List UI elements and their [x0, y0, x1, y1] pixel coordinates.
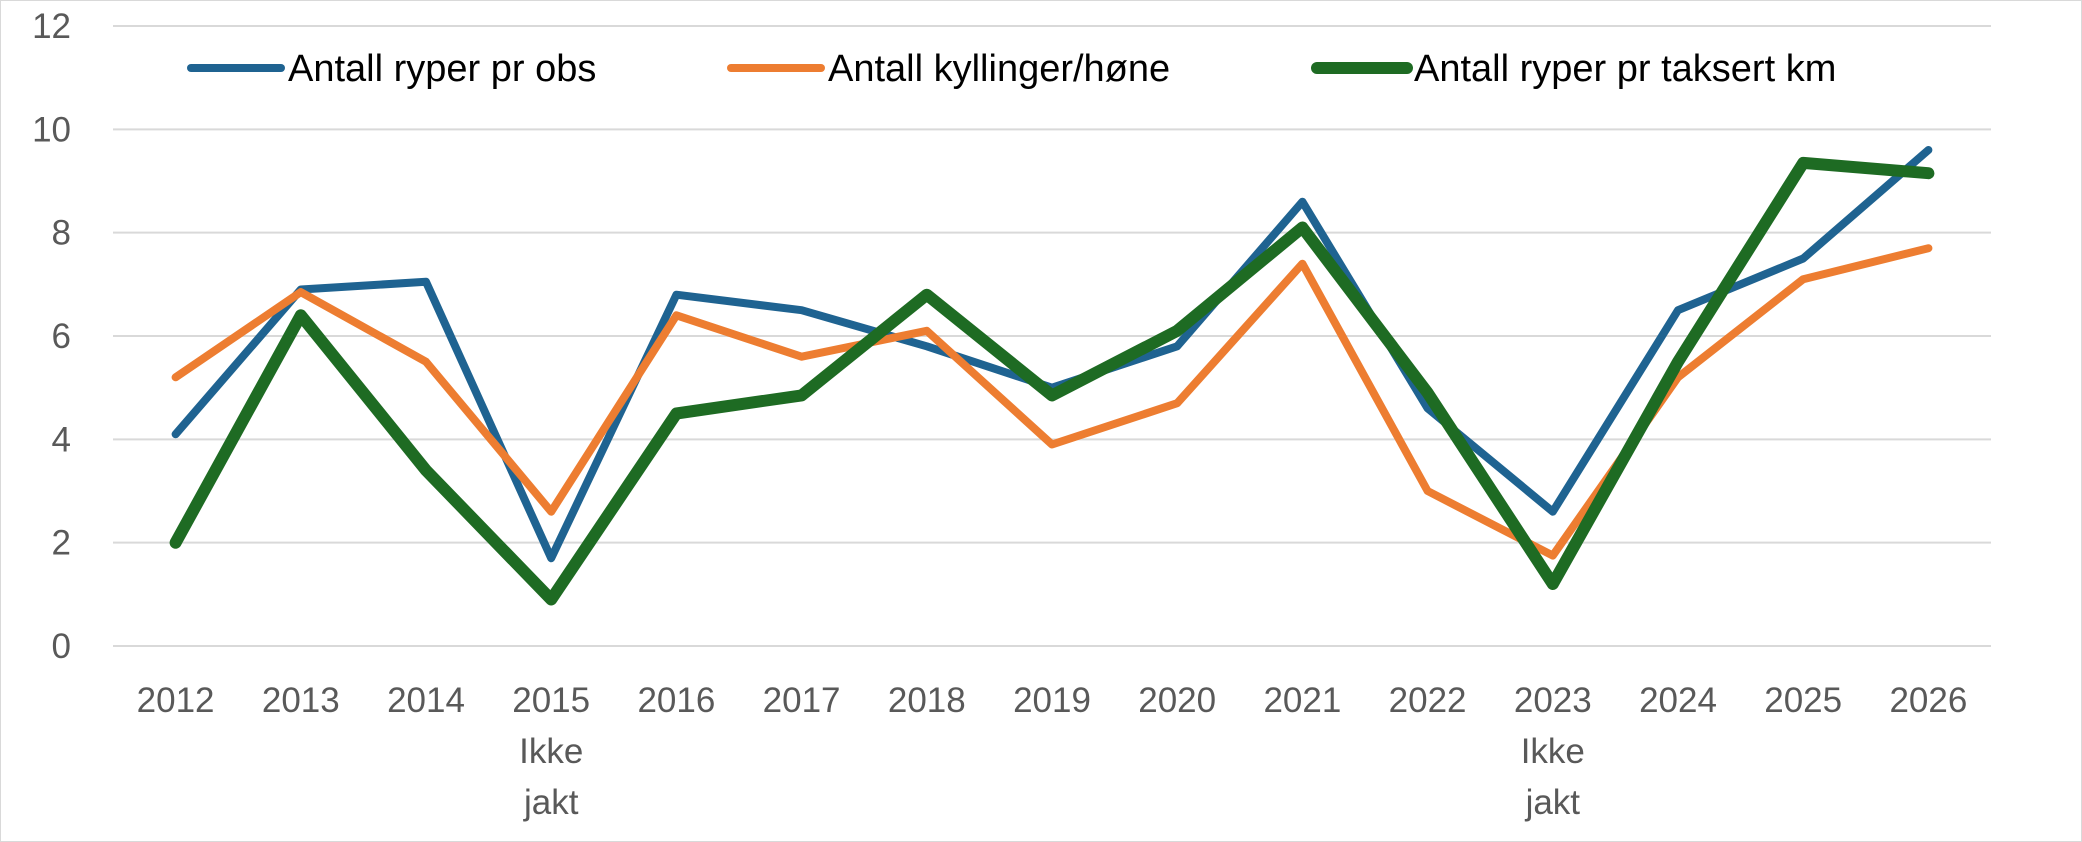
- x-tick-label: 2014: [387, 681, 465, 720]
- y-tick-label: 2: [52, 524, 71, 563]
- x-tick-label: 2018: [888, 681, 966, 720]
- legend-label-1: Antall ryper pr obs: [288, 48, 596, 90]
- legend: Antall ryper pr obs Antall kyllinger/høne…: [187, 48, 1836, 90]
- x-tick-note: jakt: [1525, 783, 1581, 822]
- x-tick-label: 2012: [137, 681, 215, 720]
- y-tick-label: 0: [52, 627, 71, 666]
- x-tick-label: 2024: [1639, 681, 1717, 720]
- series-line-3: [169, 156, 1935, 606]
- gridlines: [113, 25, 1991, 647]
- x-tick-label: 2017: [763, 681, 841, 720]
- y-tick-label: 4: [52, 420, 71, 459]
- x-tick-note: Ikke: [519, 732, 583, 771]
- x-axis-tick-labels: 2012 2013 2014 2015 2016 2017 2018 2019 2020 2021…: [137, 681, 1968, 822]
- y-tick-label: 6: [52, 317, 71, 356]
- y-tick-label: 8: [52, 214, 71, 253]
- x-tick-label: 2021: [1263, 681, 1341, 720]
- x-tick-label: 2013: [262, 681, 340, 720]
- series-line-1: [171, 146, 1933, 563]
- x-tick-label: 2020: [1138, 681, 1216, 720]
- y-tick-label: 12: [32, 7, 71, 46]
- series-line-2: [171, 244, 1933, 560]
- legend-label-2: Antall kyllinger/høne: [828, 48, 1170, 90]
- y-axis-tick-labels: 0 2 4 6 8 10 12: [32, 7, 71, 666]
- x-tick-label: 2019: [1013, 681, 1091, 720]
- x-tick-label: 2025: [1764, 681, 1842, 720]
- x-tick-label: 2015: [512, 681, 590, 720]
- series-lines: [169, 146, 1935, 606]
- x-tick-label: 2022: [1389, 681, 1467, 720]
- x-tick-note: jakt: [523, 783, 579, 822]
- legend-label-3: Antall ryper pr taksert km: [1414, 48, 1836, 90]
- x-tick-label: 2023: [1514, 681, 1592, 720]
- x-tick-label: 2016: [637, 681, 715, 720]
- y-tick-label: 10: [32, 110, 71, 149]
- x-tick-label: 2026: [1889, 681, 1967, 720]
- x-tick-note: Ikke: [1521, 732, 1585, 771]
